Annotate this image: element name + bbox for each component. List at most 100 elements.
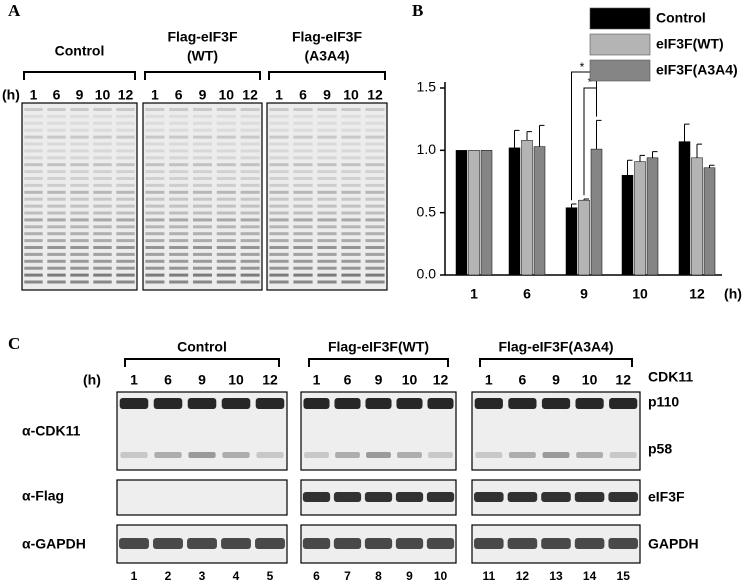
blot-band — [47, 246, 66, 249]
blot-band — [192, 252, 213, 256]
lane-label: 10 — [582, 372, 598, 388]
blot-band — [365, 259, 385, 263]
blot-band — [116, 239, 135, 243]
blot-band — [240, 163, 260, 167]
x-tick-label: 10 — [632, 286, 648, 302]
blot-band — [47, 183, 66, 187]
blot-band — [192, 190, 213, 194]
lane-number: 6 — [313, 569, 320, 583]
blot-band — [24, 252, 43, 256]
blot-band — [317, 128, 337, 132]
panel-letter: B — [412, 1, 423, 20]
blot-band — [93, 108, 112, 111]
blot-band — [240, 170, 260, 174]
blot-band — [216, 239, 236, 243]
blot-band — [93, 170, 112, 174]
row-label-right: CDK11 — [648, 369, 693, 385]
blot-band — [145, 170, 165, 174]
blot-band — [240, 252, 260, 256]
blot-band — [317, 170, 337, 174]
blot-band — [365, 218, 385, 222]
blot-band — [24, 183, 43, 187]
blot-band — [216, 211, 236, 215]
blot-band — [317, 266, 337, 270]
blot-band — [192, 135, 213, 139]
blot-band — [116, 128, 135, 132]
blot-band — [216, 266, 236, 270]
blot-band — [47, 128, 66, 132]
blot-band — [93, 259, 112, 263]
blot-band — [24, 197, 43, 201]
blot-band — [145, 273, 165, 277]
blot-band — [317, 273, 337, 277]
lane-number: 13 — [549, 569, 563, 583]
lane-label: 1 — [275, 87, 283, 103]
blot-band — [70, 273, 89, 277]
blot-band — [192, 108, 213, 111]
blot-band — [269, 246, 289, 249]
blot-band — [169, 280, 189, 284]
blot-band — [192, 156, 213, 160]
blot-band — [47, 156, 66, 160]
lane-label: 1 — [313, 372, 321, 388]
lane-number: 3 — [199, 569, 206, 583]
blot-band — [47, 252, 66, 256]
blot-band — [47, 204, 66, 208]
blot-band — [93, 128, 112, 132]
blot-band — [169, 190, 189, 194]
lane-number: 2 — [165, 569, 172, 583]
blot-band — [192, 232, 213, 236]
annotation: * — [580, 60, 585, 74]
lane-label: 9 — [199, 87, 207, 103]
blot-band — [240, 197, 260, 201]
blot-band — [608, 538, 638, 549]
blot-band — [216, 190, 236, 194]
blot-band — [93, 190, 112, 194]
blot-band — [302, 538, 331, 549]
blot-band — [169, 170, 189, 174]
blot-band — [293, 252, 313, 256]
blot-band — [365, 170, 385, 174]
bracket — [144, 71, 261, 80]
blot-band — [116, 149, 135, 153]
blot-band — [317, 204, 337, 208]
blot-band — [269, 259, 289, 263]
blot-band — [47, 149, 66, 153]
blot-band — [70, 142, 89, 146]
blot-band — [609, 398, 638, 409]
blot-band — [216, 183, 236, 187]
blot-band — [169, 204, 189, 208]
blot-band — [397, 452, 422, 458]
lane-label: 6 — [175, 87, 183, 103]
blot-band — [317, 239, 337, 243]
blot — [21, 102, 138, 291]
bar — [678, 141, 691, 276]
blot-band — [608, 492, 638, 502]
blot-band — [145, 211, 165, 215]
blot-band — [70, 225, 89, 229]
blot-band — [269, 177, 289, 180]
blot-band — [269, 108, 289, 111]
blot-band — [24, 163, 43, 167]
blot-band — [240, 108, 260, 111]
blot-band — [240, 177, 260, 180]
y-tick-label: 0.5 — [417, 203, 437, 219]
lane-number: 8 — [375, 569, 382, 583]
blot-band — [145, 177, 165, 180]
blot-band — [240, 142, 260, 146]
bar — [703, 167, 716, 276]
blot-band — [70, 163, 89, 167]
blot-band — [542, 452, 570, 458]
blot-band — [317, 190, 337, 194]
blot-band — [317, 211, 337, 215]
error-bar — [539, 124, 545, 147]
lane-label: 10 — [402, 372, 418, 388]
lane-label: 1 — [130, 372, 138, 388]
bracket — [23, 71, 136, 80]
blot-band — [116, 232, 135, 236]
blot-band — [341, 149, 361, 153]
blot-band — [216, 232, 236, 236]
blot-band — [93, 163, 112, 167]
blot-band — [365, 142, 385, 146]
row-label: α-CDK11 — [22, 423, 81, 439]
